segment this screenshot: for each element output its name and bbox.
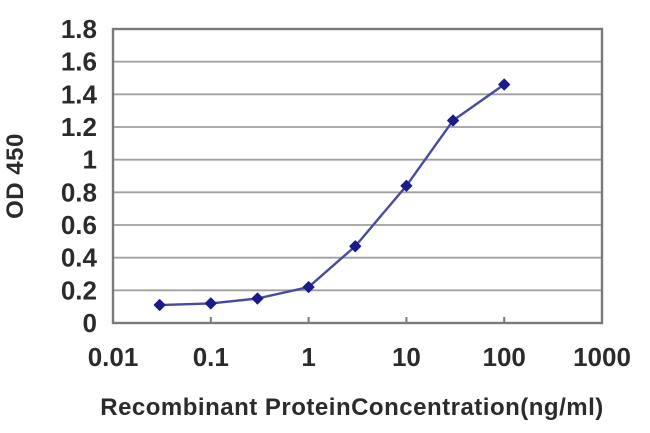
x-tick-label: 1 <box>301 342 315 372</box>
data-point <box>400 179 413 192</box>
data-point <box>447 114 460 127</box>
data-point <box>204 297 217 310</box>
y-tick-label: 1 <box>83 145 97 175</box>
data-point <box>153 299 166 312</box>
x-tick-label: 1000 <box>573 342 631 372</box>
data-point <box>251 292 264 305</box>
y-axis-title: OD 450 <box>2 133 29 219</box>
data-point <box>498 78 511 91</box>
x-tick-label: 0.1 <box>193 342 229 372</box>
x-axis-title: Recombinant ProteinConcentration(ng/ml) <box>100 394 604 421</box>
y-tick-label: 1.4 <box>61 79 98 109</box>
y-tick-label: 1.8 <box>61 14 97 44</box>
x-tick-label: 100 <box>483 342 526 372</box>
y-tick-label: 0.8 <box>61 177 97 207</box>
y-tick-label: 1.2 <box>61 112 97 142</box>
data-point <box>349 240 362 253</box>
y-tick-label: 0.4 <box>61 243 98 273</box>
y-tick-label: 0.6 <box>61 210 97 240</box>
plot-frame <box>111 27 604 325</box>
data-point <box>302 281 315 294</box>
y-tick-label: 0.2 <box>61 275 97 305</box>
x-tick-label: 0.01 <box>88 342 139 372</box>
y-tick-label: 0 <box>83 308 97 338</box>
x-tick-label: 10 <box>392 342 421 372</box>
y-tick-label: 1.6 <box>61 47 97 77</box>
series-line <box>159 83 505 307</box>
